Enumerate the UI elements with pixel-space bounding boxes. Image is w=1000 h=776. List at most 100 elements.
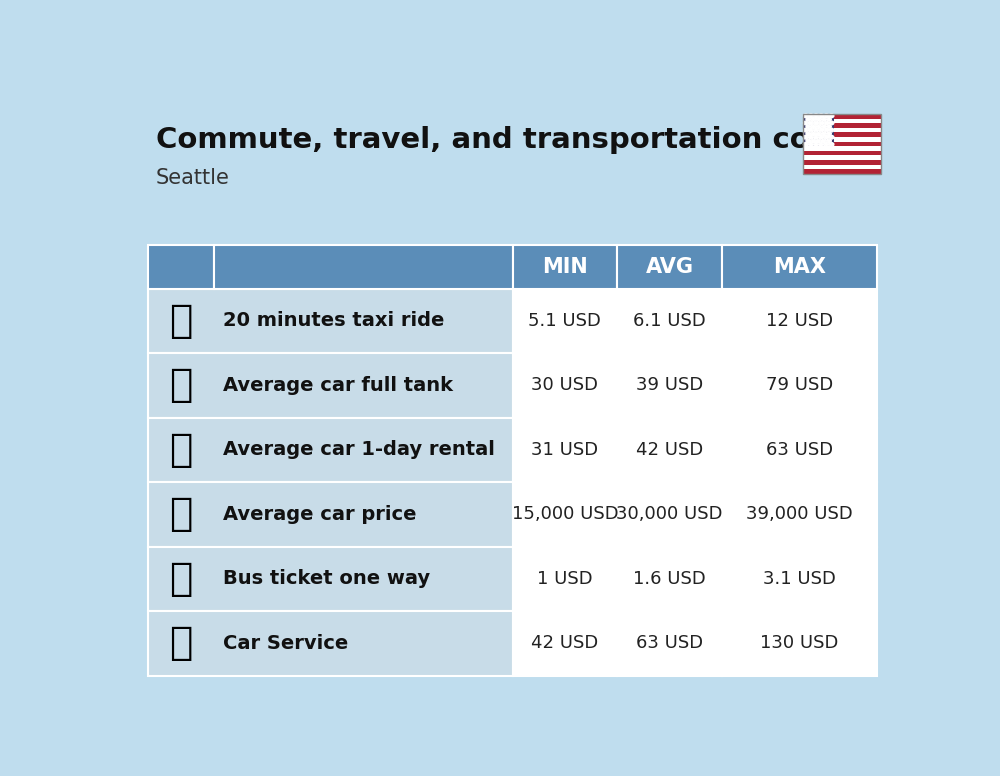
Circle shape — [827, 139, 831, 143]
FancyBboxPatch shape — [512, 417, 617, 482]
Text: 5.1 USD: 5.1 USD — [528, 312, 601, 330]
FancyBboxPatch shape — [722, 611, 877, 676]
Circle shape — [829, 114, 834, 118]
FancyBboxPatch shape — [512, 289, 617, 353]
FancyBboxPatch shape — [512, 353, 617, 417]
Text: 3.1 USD: 3.1 USD — [763, 570, 836, 588]
Circle shape — [803, 128, 808, 132]
FancyBboxPatch shape — [148, 546, 512, 611]
Text: 63 USD: 63 USD — [636, 635, 703, 653]
Text: Average car full tank: Average car full tank — [223, 376, 453, 395]
Circle shape — [819, 128, 824, 132]
FancyBboxPatch shape — [803, 137, 881, 141]
Text: 12 USD: 12 USD — [766, 312, 833, 330]
Circle shape — [803, 143, 808, 146]
Circle shape — [811, 125, 816, 128]
Circle shape — [806, 139, 811, 143]
FancyBboxPatch shape — [803, 114, 834, 146]
FancyBboxPatch shape — [722, 482, 877, 546]
Circle shape — [824, 128, 829, 132]
Circle shape — [819, 143, 824, 146]
FancyBboxPatch shape — [803, 114, 881, 119]
Circle shape — [821, 139, 826, 143]
FancyBboxPatch shape — [803, 141, 881, 146]
Circle shape — [806, 132, 811, 136]
Circle shape — [814, 143, 818, 146]
FancyBboxPatch shape — [803, 169, 881, 174]
Text: 63 USD: 63 USD — [766, 441, 833, 459]
Circle shape — [809, 128, 813, 132]
Circle shape — [829, 136, 834, 139]
Circle shape — [824, 121, 829, 125]
Circle shape — [811, 132, 816, 136]
Circle shape — [819, 136, 824, 139]
Text: 30,000 USD: 30,000 USD — [616, 505, 723, 523]
FancyBboxPatch shape — [803, 133, 881, 137]
Text: 1.6 USD: 1.6 USD — [633, 570, 706, 588]
FancyBboxPatch shape — [512, 546, 617, 611]
Text: 20 minutes taxi ride: 20 minutes taxi ride — [223, 311, 445, 331]
Text: 6.1 USD: 6.1 USD — [633, 312, 706, 330]
Circle shape — [824, 136, 829, 139]
FancyBboxPatch shape — [617, 417, 722, 482]
Circle shape — [827, 118, 831, 121]
Circle shape — [809, 136, 813, 139]
FancyBboxPatch shape — [617, 611, 722, 676]
Circle shape — [824, 114, 829, 118]
FancyBboxPatch shape — [512, 482, 617, 546]
Circle shape — [821, 125, 826, 128]
Text: Car Service: Car Service — [223, 634, 349, 653]
Text: 🔧: 🔧 — [170, 625, 193, 663]
FancyBboxPatch shape — [617, 353, 722, 417]
FancyBboxPatch shape — [803, 146, 881, 151]
Text: 39 USD: 39 USD — [636, 376, 703, 394]
Text: 31 USD: 31 USD — [531, 441, 598, 459]
Circle shape — [819, 114, 824, 118]
Text: 🚌: 🚌 — [170, 560, 193, 598]
Text: MAX: MAX — [773, 257, 826, 277]
Circle shape — [816, 125, 821, 128]
Circle shape — [814, 128, 818, 132]
FancyBboxPatch shape — [803, 123, 881, 128]
FancyBboxPatch shape — [722, 353, 877, 417]
FancyBboxPatch shape — [803, 160, 881, 165]
Text: 30 USD: 30 USD — [531, 376, 598, 394]
Circle shape — [821, 132, 826, 136]
Circle shape — [829, 128, 834, 132]
Text: Average car price: Average car price — [223, 505, 417, 524]
Circle shape — [806, 125, 811, 128]
Circle shape — [803, 121, 808, 125]
Text: 🚕: 🚕 — [170, 302, 193, 340]
FancyBboxPatch shape — [722, 289, 877, 353]
Circle shape — [803, 136, 808, 139]
FancyBboxPatch shape — [803, 128, 881, 133]
Circle shape — [814, 114, 818, 118]
Circle shape — [819, 121, 824, 125]
FancyBboxPatch shape — [148, 482, 512, 546]
Circle shape — [809, 121, 813, 125]
FancyBboxPatch shape — [803, 119, 881, 123]
FancyBboxPatch shape — [722, 245, 877, 289]
Circle shape — [811, 118, 816, 121]
Text: Bus ticket one way: Bus ticket one way — [223, 570, 431, 588]
FancyBboxPatch shape — [148, 417, 512, 482]
Text: 39,000 USD: 39,000 USD — [746, 505, 853, 523]
FancyBboxPatch shape — [148, 611, 512, 676]
FancyBboxPatch shape — [722, 546, 877, 611]
Circle shape — [806, 118, 811, 121]
FancyBboxPatch shape — [214, 245, 512, 289]
Circle shape — [809, 114, 813, 118]
Circle shape — [809, 143, 813, 146]
Circle shape — [827, 132, 831, 136]
FancyBboxPatch shape — [148, 245, 214, 289]
Text: AVG: AVG — [645, 257, 693, 277]
FancyBboxPatch shape — [148, 353, 512, 417]
Circle shape — [816, 139, 821, 143]
Circle shape — [811, 139, 816, 143]
FancyBboxPatch shape — [617, 482, 722, 546]
Text: Seattle: Seattle — [156, 168, 230, 188]
Text: 🚗: 🚗 — [170, 431, 193, 469]
Text: 🚗: 🚗 — [170, 495, 193, 533]
FancyBboxPatch shape — [803, 151, 881, 155]
FancyBboxPatch shape — [617, 289, 722, 353]
